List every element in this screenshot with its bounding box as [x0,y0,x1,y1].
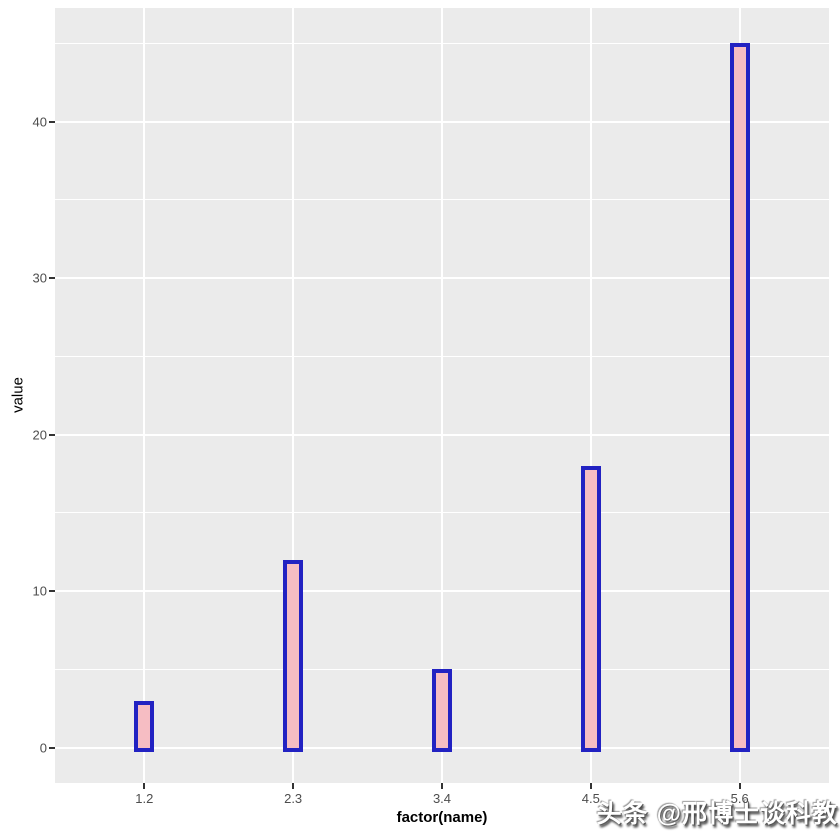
plot-panel [55,8,829,783]
gridline-major-x-3.4 [441,8,443,783]
y-tick-20 [49,433,55,436]
y-tick-40 [49,120,55,123]
y-tick-30 [49,277,55,280]
gridline-major-x-1.2 [143,8,146,783]
watermark-text: 头条 @邢博士谈科教 [596,800,838,828]
y-tick-label-30: 30 [32,270,47,286]
bar-1.2 [134,700,155,752]
x-tick-5.6 [738,783,741,789]
bar-2.3 [283,559,304,752]
x-tick-3.4 [441,783,443,789]
x-tick-2.3 [292,783,295,789]
y-tick-0 [49,746,55,749]
x-tick-label-1.2: 1.2 [135,791,154,806]
x-tick-label-5.6: 5.6 [730,791,749,806]
gridline-major-x-2.3 [292,8,295,783]
y-tick-label-10: 10 [32,583,47,599]
y-tick-10 [49,590,55,593]
x-tick-4.5 [589,783,592,789]
x-tick-label-3.4: 3.4 [432,791,452,806]
y-tick-label-0: 0 [39,740,47,756]
x-axis-title: factor(name) [396,809,488,826]
x-tick-label-4.5: 4.5 [581,791,600,806]
y-axis-title: value [9,377,27,413]
x-tick-1.2 [143,783,146,789]
bar-4.5 [580,465,601,752]
y-tick-label-40: 40 [32,114,47,129]
bar-3.4 [432,669,452,752]
y-tick-label-20: 20 [32,427,47,443]
gridline-major-x-4.5 [589,8,592,783]
x-tick-label-2.3: 2.3 [284,791,303,806]
bar-5.6 [729,43,750,752]
